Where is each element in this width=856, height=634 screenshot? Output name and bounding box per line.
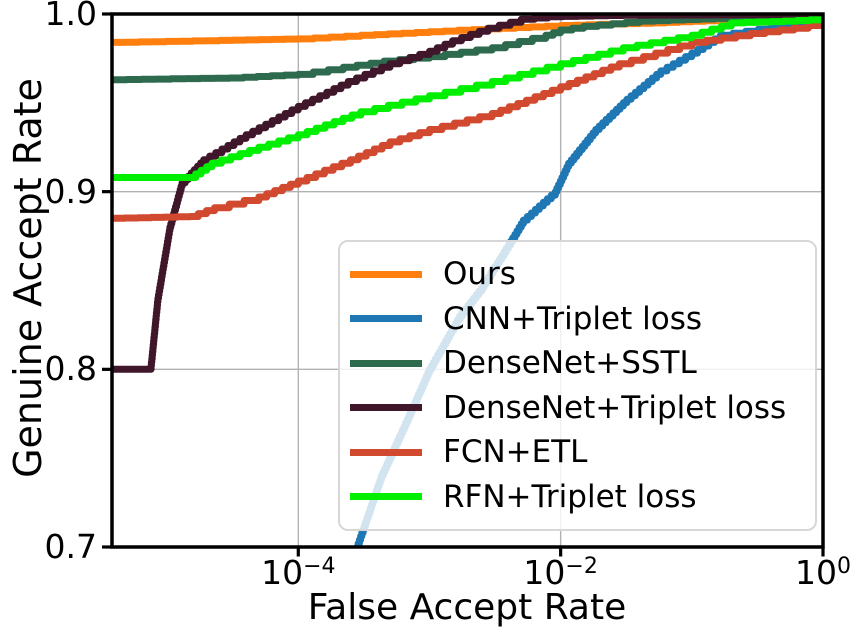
legend-item-label: DenseNet+Triplet loss <box>443 389 787 426</box>
legend-swatch <box>350 448 422 456</box>
legend-item-label: Ours <box>443 256 516 292</box>
legend-item: RFN+Triplet loss <box>350 475 815 519</box>
legend-swatch <box>350 493 422 501</box>
x-tick-exponent: −2 <box>565 554 598 579</box>
x-tick-base: 10 <box>523 553 566 592</box>
curve-densenet-sstl <box>112 14 823 84</box>
x-tick-label: 10−2 <box>491 553 631 598</box>
legend-item: FCN+ETL <box>350 430 815 474</box>
legend-item-label: DenseNet+SSTL <box>443 345 697 382</box>
y-tick-label: 0.9 <box>44 171 97 211</box>
legend-swatch <box>350 270 422 278</box>
x-axis-label: False Accept Rate <box>307 587 627 628</box>
y-tick-label: 0.8 <box>44 349 97 389</box>
y-tick-label: 0.7 <box>44 527 97 566</box>
legend-item: Ours <box>350 252 815 296</box>
x-tick-label: 10−4 <box>228 553 368 598</box>
tick-marks <box>102 12 825 557</box>
legend-swatch <box>350 359 422 367</box>
y-tick-label: 1.0 <box>44 0 97 33</box>
curve-densenet-triplet-loss <box>112 14 823 373</box>
legend-item-label: FCN+ETL <box>443 434 588 471</box>
curve-fcn-etl <box>112 22 823 222</box>
x-tick-exponent: −4 <box>303 554 336 579</box>
curve-rfn-triplet-loss <box>112 16 823 181</box>
legend-item: DenseNet+SSTL <box>350 341 815 385</box>
legend: Ours CNN+Triplet loss DenseNet+SSTL DenseNe… <box>338 240 817 531</box>
legend-swatch <box>350 315 422 323</box>
legend-item-label: RFN+Triplet loss <box>443 478 697 515</box>
legend-item: CNN+Triplet loss <box>350 297 815 341</box>
y-axis-label: Genuine Accept Rate <box>6 78 50 478</box>
x-tick-base: 10 <box>795 553 837 592</box>
legend-item-label: CNN+Triplet loss <box>443 300 702 337</box>
x-tick-exponent: 0 <box>837 554 851 579</box>
legend-swatch <box>350 404 422 412</box>
legend-item: DenseNet+Triplet loss <box>350 386 815 430</box>
x-tick-base: 10 <box>261 553 304 592</box>
axes-spines <box>110 12 825 549</box>
x-tick-label: 100 <box>753 553 856 598</box>
